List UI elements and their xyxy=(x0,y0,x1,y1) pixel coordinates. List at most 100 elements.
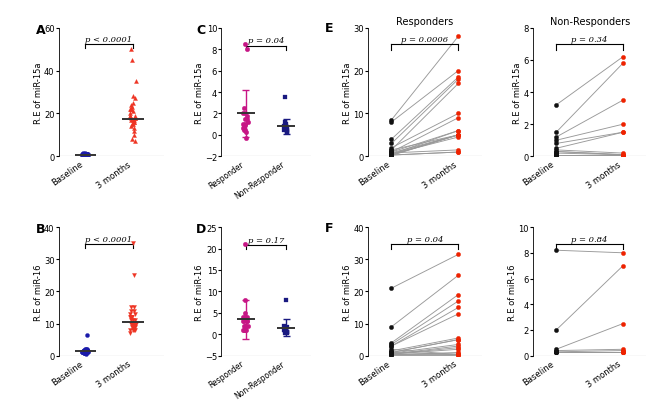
Point xyxy=(453,252,464,258)
Point xyxy=(551,349,562,355)
Point xyxy=(129,132,140,139)
Point xyxy=(618,250,628,256)
Point xyxy=(386,149,396,156)
Point xyxy=(131,79,141,85)
Point xyxy=(80,351,90,357)
Point xyxy=(618,61,628,67)
Point xyxy=(279,323,289,329)
Point xyxy=(551,349,562,355)
Text: C: C xyxy=(197,23,206,36)
Point xyxy=(279,124,289,130)
Point xyxy=(281,129,292,136)
Point xyxy=(80,151,90,157)
Point xyxy=(127,321,137,327)
Point xyxy=(551,102,562,109)
Point xyxy=(240,41,251,48)
Point xyxy=(386,153,396,159)
Point xyxy=(386,149,396,156)
Point xyxy=(281,325,291,331)
Point xyxy=(453,132,464,139)
Point xyxy=(129,119,139,126)
Point xyxy=(453,128,464,135)
Point xyxy=(130,324,140,330)
Point xyxy=(386,150,396,157)
Point xyxy=(80,153,91,160)
Point xyxy=(80,349,90,355)
Point xyxy=(125,314,135,321)
Point xyxy=(240,323,250,329)
Point xyxy=(386,117,396,124)
Point xyxy=(129,321,140,327)
Point xyxy=(551,327,562,333)
Point xyxy=(453,304,464,311)
Point xyxy=(81,349,91,355)
Point xyxy=(551,152,562,159)
Point xyxy=(386,346,396,353)
Point xyxy=(551,152,562,159)
Point xyxy=(282,328,293,335)
Point xyxy=(78,347,88,354)
Point xyxy=(551,135,562,141)
Point xyxy=(81,350,91,356)
Point xyxy=(82,348,92,354)
Y-axis label: R.E of miR-16: R.E of miR-16 xyxy=(33,263,42,320)
Point xyxy=(551,149,562,155)
Point xyxy=(453,81,464,88)
Point xyxy=(618,349,628,355)
Point xyxy=(242,47,252,53)
Point xyxy=(386,348,396,354)
Point xyxy=(453,352,464,358)
Point xyxy=(280,325,291,331)
Point xyxy=(386,285,396,292)
Point xyxy=(551,349,562,355)
Point xyxy=(386,349,396,356)
Point xyxy=(82,153,92,159)
Point xyxy=(242,318,252,325)
Point xyxy=(386,351,396,357)
Point xyxy=(240,241,251,248)
Point xyxy=(386,137,396,143)
Point xyxy=(78,348,89,354)
Point xyxy=(386,151,396,158)
Point xyxy=(279,127,289,133)
Point xyxy=(453,132,464,139)
Point xyxy=(126,321,136,327)
Point xyxy=(78,152,88,159)
Point xyxy=(238,127,249,133)
Point xyxy=(280,125,291,131)
Point xyxy=(240,127,250,133)
Text: p = 0.04: p = 0.04 xyxy=(407,235,443,243)
Point xyxy=(386,150,396,157)
Point xyxy=(618,151,628,157)
Text: E: E xyxy=(325,22,334,35)
Point xyxy=(386,351,396,357)
Point xyxy=(453,128,464,135)
Text: B: B xyxy=(36,222,45,235)
Point xyxy=(129,304,140,311)
Point xyxy=(130,113,140,119)
Text: p = 0.0006: p = 0.0006 xyxy=(402,36,449,44)
Point xyxy=(80,348,91,355)
Point xyxy=(279,119,290,126)
Point xyxy=(453,115,464,122)
Point xyxy=(238,327,249,333)
Point xyxy=(131,321,141,327)
Point xyxy=(453,74,464,81)
Point xyxy=(238,314,248,321)
Y-axis label: R.E of miR-15a: R.E of miR-15a xyxy=(513,62,522,124)
Point xyxy=(453,352,464,358)
Point xyxy=(551,349,562,355)
Point xyxy=(77,153,88,160)
Point xyxy=(238,318,248,325)
Point xyxy=(78,347,89,353)
Text: p < 0.0001: p < 0.0001 xyxy=(86,36,133,44)
Point xyxy=(82,152,93,158)
Point xyxy=(125,107,136,113)
Point xyxy=(239,106,249,112)
Point xyxy=(125,107,135,113)
Text: A: A xyxy=(36,23,45,36)
Point xyxy=(128,324,138,330)
Point xyxy=(281,327,291,333)
Point xyxy=(551,152,562,159)
Point xyxy=(130,321,140,327)
